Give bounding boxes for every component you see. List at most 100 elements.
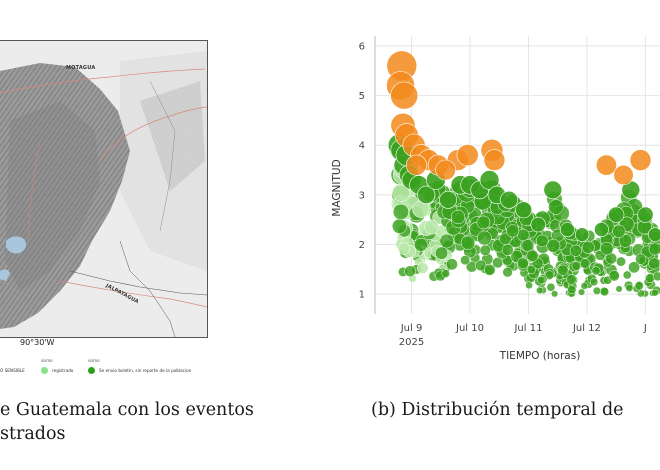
x-tick-label: Jul 10 <box>455 323 484 334</box>
caption-a-line1: e Guatemala con los eventos <box>0 400 254 420</box>
y-tick-label: 1 <box>359 290 365 301</box>
map-legend: sismo sismo O SENSIBLE registrado Se env… <box>0 358 230 382</box>
x-tick-sublabel: 2025 <box>399 337 424 348</box>
caption-a-line2: strados <box>0 424 66 444</box>
legend-item-2-swatch <box>88 367 95 374</box>
data-point-green-fill <box>526 265 536 275</box>
data-point-orange <box>405 154 427 176</box>
data-point-green-fill <box>439 233 455 249</box>
data-point-orange <box>390 81 419 110</box>
map-label-motagua: MOTAGUA <box>66 65 96 71</box>
data-point-green <box>574 227 590 242</box>
data-point-green-fill <box>600 241 614 256</box>
data-point-green <box>559 222 575 237</box>
legend-item-1-swatch <box>41 367 48 374</box>
data-point-green-fill <box>526 249 539 262</box>
data-point-green-fill <box>441 269 450 278</box>
data-point-green <box>637 206 654 223</box>
data-point-green-fill <box>397 242 411 255</box>
x-tick-label: J <box>643 323 647 334</box>
y-tick-label: 5 <box>359 91 365 102</box>
legend-header-1: sismo <box>41 358 53 363</box>
caption-b: (b) Distribución temporal de <box>371 400 624 420</box>
data-point-green-fill <box>591 266 601 276</box>
y-tick-label: 2 <box>359 240 365 251</box>
data-point-green-fill <box>414 237 428 252</box>
x-tick-label: Jul 12 <box>572 323 601 334</box>
data-point-green-fill <box>476 215 491 230</box>
data-point-green-fill <box>424 219 440 235</box>
data-point-green-fill <box>651 288 659 297</box>
data-point-green-fill <box>608 270 620 282</box>
data-point-orange <box>595 154 617 176</box>
data-point-green-fill <box>648 242 660 256</box>
data-point-green-fill <box>551 290 559 298</box>
caption-a: e Guatemala con los eventos strados <box>0 398 330 446</box>
data-point-green <box>594 222 609 237</box>
data-point-green-fill <box>580 258 591 269</box>
y-tick-label: 3 <box>359 190 365 201</box>
data-point-green <box>647 227 660 242</box>
data-point-green-fill <box>460 255 471 266</box>
y-tick-label: 4 <box>359 141 365 152</box>
data-point-green-fill <box>648 257 660 270</box>
data-point-green <box>608 206 625 223</box>
data-point-green-fill <box>571 261 582 271</box>
x-tick-label: Jul 9 <box>400 323 423 334</box>
data-point-green-fill <box>578 288 586 296</box>
data-point-green <box>500 190 518 209</box>
data-point-orange <box>483 149 506 171</box>
data-point-green-fill <box>592 286 601 295</box>
data-point-orange <box>435 159 456 181</box>
data-point-orange <box>629 149 652 171</box>
legend-item-0-label: O SENSIBLE <box>0 368 25 373</box>
legend-item-2-label: Se envio boletin, sin reporte de la pobl… <box>99 368 192 373</box>
longitude-label: 90°30'W <box>20 338 55 347</box>
data-point-green-fill <box>404 265 416 277</box>
data-point-green-fill <box>434 246 449 260</box>
data-point-green-fill <box>483 263 496 276</box>
data-point-green-fill <box>581 240 595 254</box>
data-point-green-fill <box>450 209 466 225</box>
chart-axes: 1 2 3 4 5 6 Jul 9 Jul 10 Jul 11 Jul 12 J 2025 <box>359 36 647 348</box>
data-point-green-fill <box>417 262 429 274</box>
data-point-orange <box>456 144 479 167</box>
data-point-green-fill <box>616 256 626 267</box>
data-point-green-fill <box>548 199 564 215</box>
data-point-green-fill <box>618 234 633 248</box>
data-point-green <box>543 180 563 200</box>
data-point-green-fill <box>622 270 632 280</box>
data-point-green-fill <box>479 244 491 256</box>
data-point-green <box>417 185 436 204</box>
legend-header-2: sismo <box>88 358 100 363</box>
data-point-green-fill <box>557 264 569 276</box>
data-point-green-fill <box>612 224 626 238</box>
data-point-green-fill <box>536 286 544 295</box>
data-point-green-fill <box>391 218 408 234</box>
data-point-green-fill <box>392 203 409 220</box>
data-point-green <box>530 216 546 233</box>
data-point-green-fill <box>525 281 533 290</box>
data-point-green <box>515 201 533 219</box>
data-point-green-fill <box>502 267 513 278</box>
data-point-green-fill <box>501 244 514 256</box>
legend-item-1-label: registrado <box>52 368 74 373</box>
data-point-green-fill <box>652 271 660 282</box>
data-point-green-fill <box>546 282 556 292</box>
magnitude-time-scatter-chart: 1 2 3 4 5 6 Jul 9 Jul 10 Jul 11 Jul 12 J 2025 MAGNI… <box>331 36 660 362</box>
data-point-green-fill <box>634 281 644 291</box>
data-point-green-fill <box>635 253 647 265</box>
data-point-green-fill <box>537 275 546 285</box>
data-point-green-fill <box>521 239 535 252</box>
y-axis-title: MAGNITUD <box>331 159 343 216</box>
data-point-green-fill <box>569 244 582 257</box>
relief-map-image <box>0 41 207 337</box>
y-tick-label: 6 <box>359 41 365 52</box>
data-point-green-fill <box>477 230 492 246</box>
figure-a: MOTAGUA JALPATAGUA 90°30'W sismo sismo O… <box>0 40 330 446</box>
data-point-green-fill <box>535 234 549 248</box>
data-point-green-fill <box>567 285 577 295</box>
data-point-green-fill <box>599 287 610 297</box>
data-point-green-fill <box>546 238 561 253</box>
data-point-green-fill <box>580 282 589 290</box>
